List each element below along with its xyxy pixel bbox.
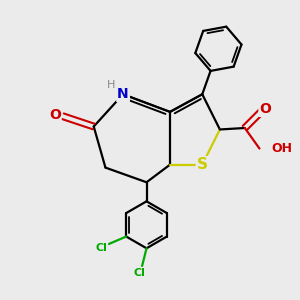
Text: O: O: [49, 108, 61, 122]
Text: Cl: Cl: [133, 268, 145, 278]
Text: Cl: Cl: [95, 243, 107, 253]
Text: N: N: [117, 87, 129, 101]
Text: O: O: [260, 102, 271, 116]
Text: H: H: [106, 80, 115, 91]
Text: S: S: [197, 157, 208, 172]
Text: OH: OH: [272, 142, 293, 155]
